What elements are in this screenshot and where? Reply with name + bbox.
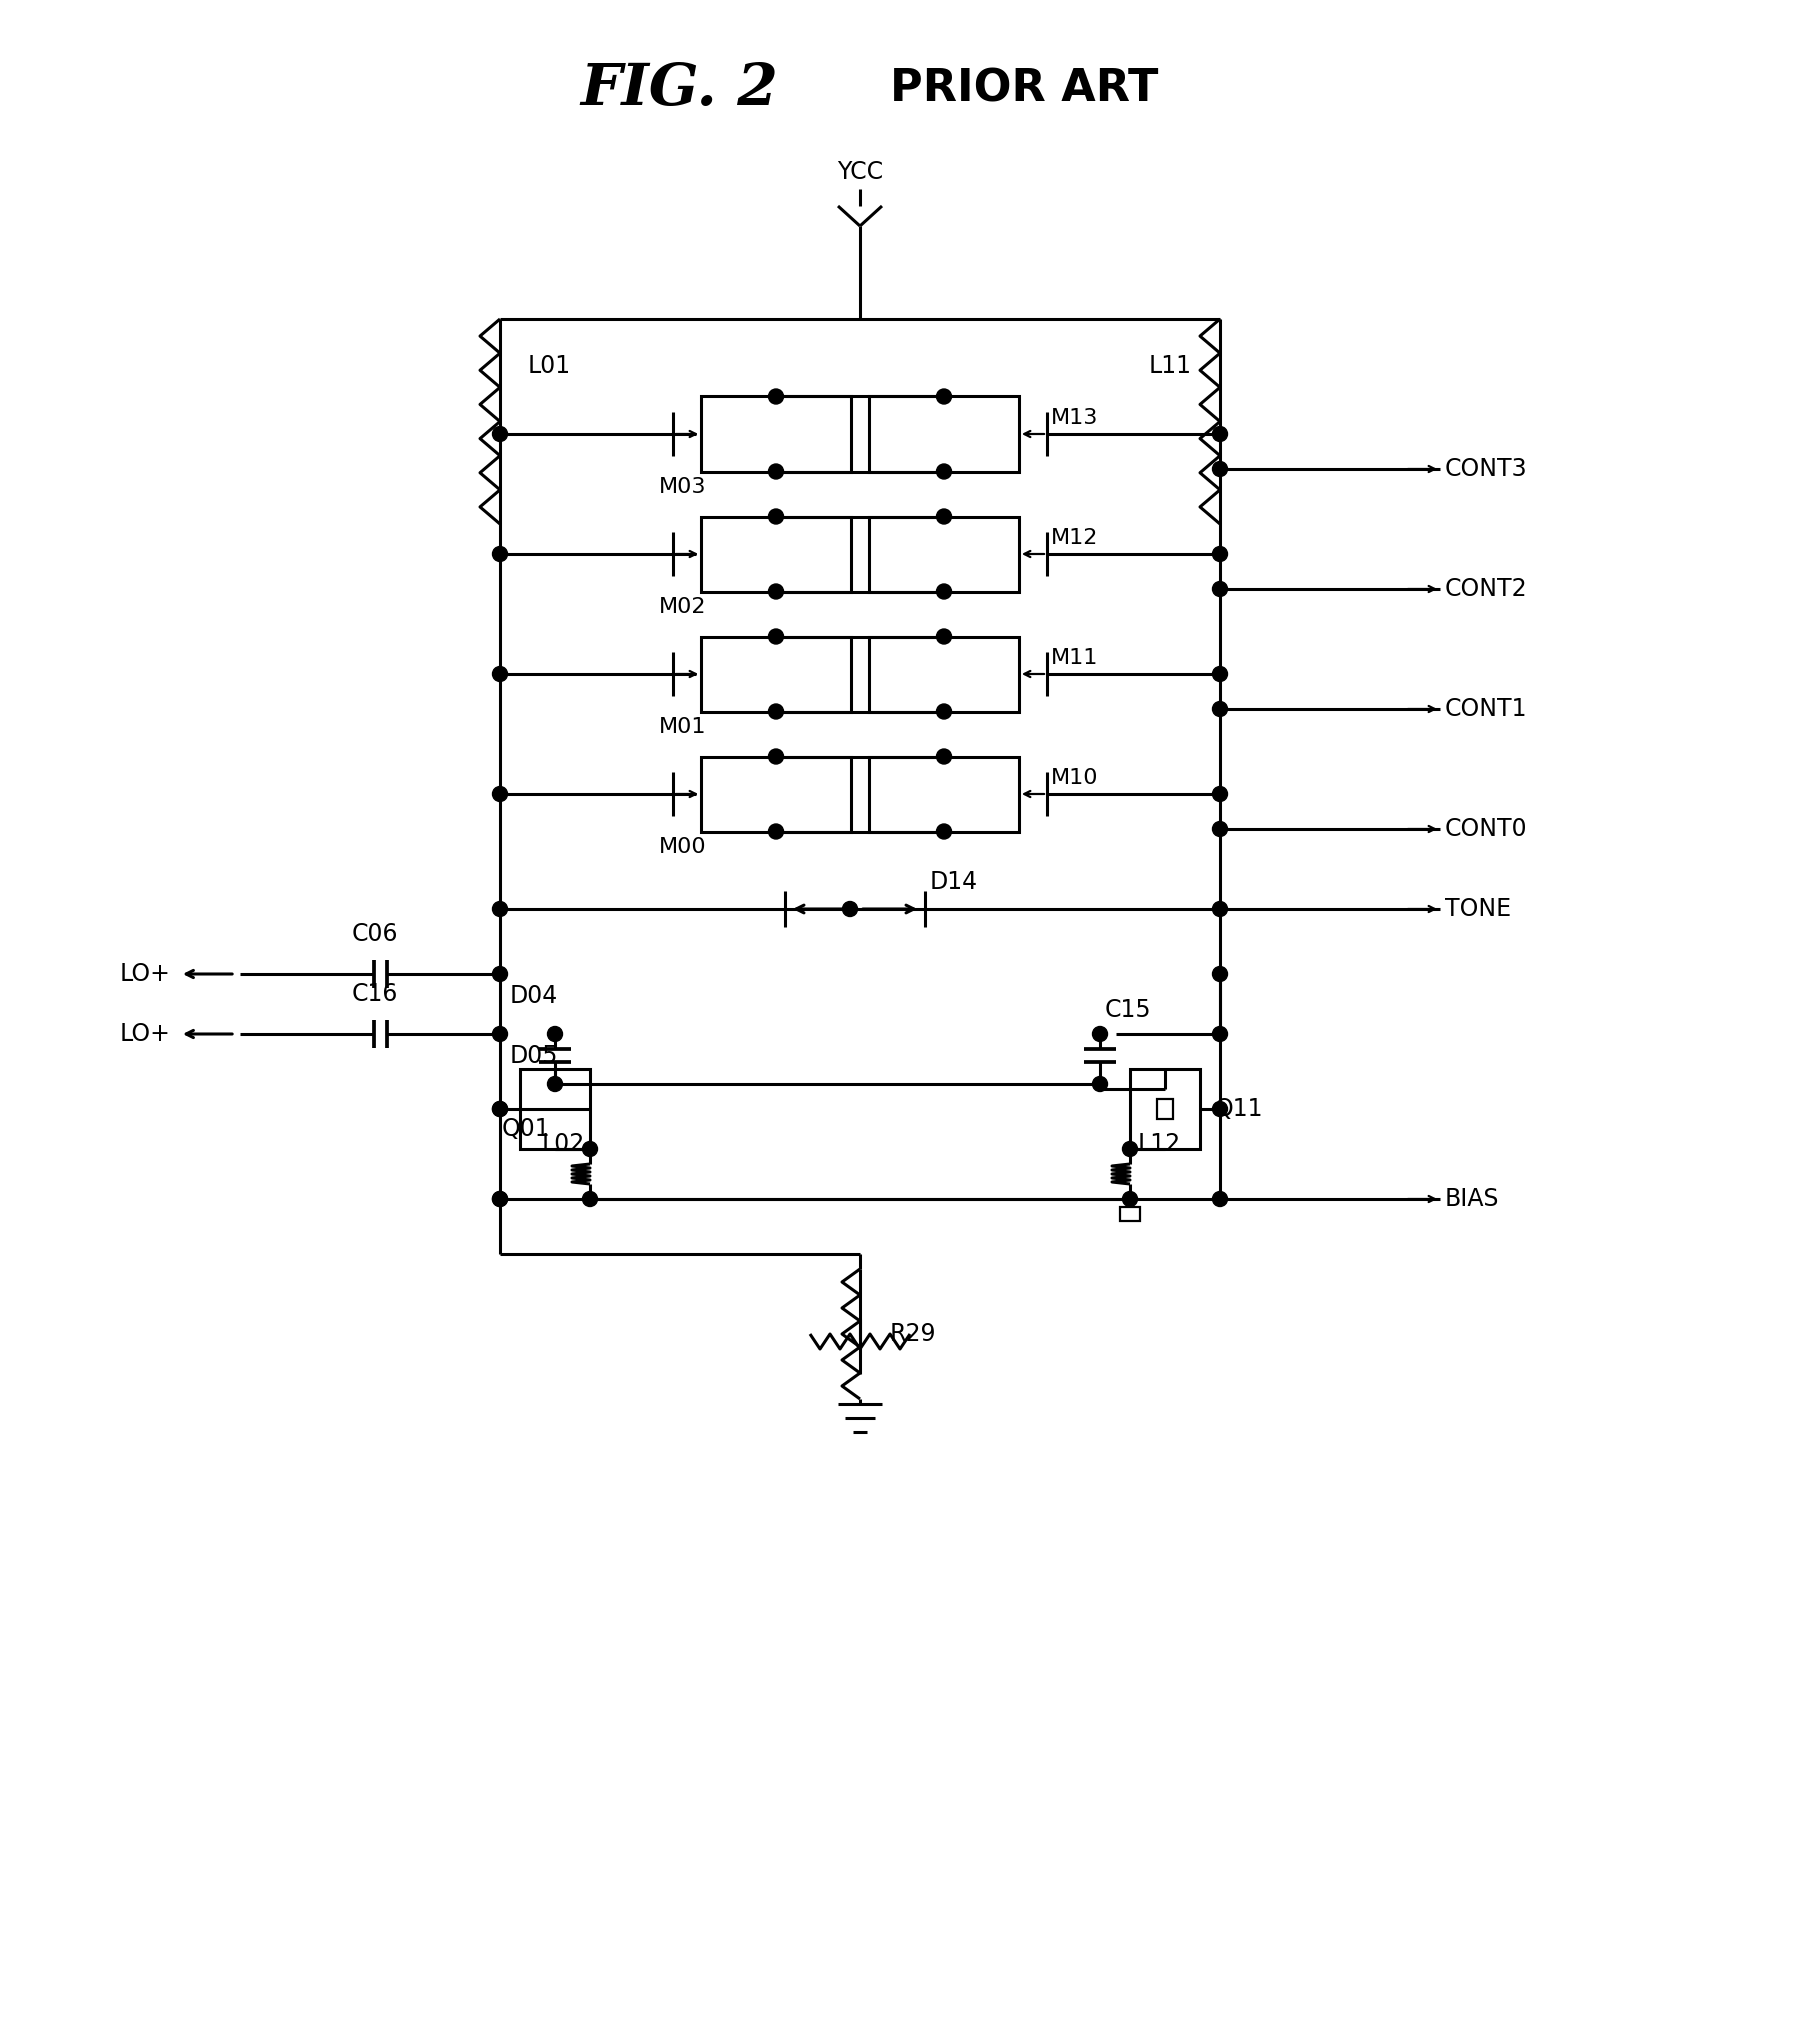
Circle shape [937, 824, 951, 840]
Text: LO+: LO+ [119, 1022, 169, 1046]
Circle shape [1212, 701, 1226, 717]
Circle shape [493, 1102, 507, 1117]
Circle shape [493, 1102, 507, 1117]
Circle shape [493, 1191, 507, 1207]
Circle shape [1212, 462, 1226, 476]
Circle shape [493, 967, 507, 981]
Circle shape [937, 390, 951, 404]
Circle shape [493, 1191, 507, 1207]
Circle shape [937, 630, 951, 644]
Text: CONT3: CONT3 [1444, 456, 1527, 481]
Circle shape [1091, 1026, 1108, 1042]
Text: L11: L11 [1149, 353, 1192, 378]
Circle shape [937, 583, 951, 600]
Circle shape [1212, 666, 1226, 682]
Circle shape [768, 583, 784, 600]
Text: M01: M01 [658, 717, 707, 737]
Text: C06: C06 [352, 923, 397, 947]
Circle shape [493, 666, 507, 682]
Circle shape [768, 390, 784, 404]
Text: Q11: Q11 [1214, 1096, 1262, 1121]
Text: M13: M13 [1050, 408, 1099, 428]
Circle shape [768, 509, 784, 525]
Bar [701, 636, 850, 711]
Bar [701, 757, 850, 832]
Circle shape [1212, 1191, 1226, 1207]
Bar [868, 396, 1018, 472]
Circle shape [1122, 1191, 1136, 1207]
Text: M02: M02 [658, 596, 707, 616]
Text: M00: M00 [658, 836, 707, 856]
Text: YCC: YCC [836, 160, 883, 184]
Text: M10: M10 [1050, 767, 1099, 787]
Circle shape [768, 749, 784, 763]
Text: C16: C16 [352, 981, 397, 1005]
Bar [1120, 1207, 1140, 1221]
Circle shape [1212, 1026, 1226, 1042]
Circle shape [1212, 967, 1226, 981]
Text: CONT1: CONT1 [1444, 697, 1527, 721]
Circle shape [937, 749, 951, 763]
Text: Q01: Q01 [502, 1117, 550, 1141]
Circle shape [1212, 426, 1226, 442]
Text: C15: C15 [1104, 997, 1151, 1022]
Text: BIAS: BIAS [1444, 1187, 1500, 1211]
Circle shape [1091, 1076, 1108, 1092]
Circle shape [1212, 787, 1226, 802]
Circle shape [583, 1191, 597, 1207]
Text: D04: D04 [509, 983, 557, 1007]
Bar [701, 517, 850, 592]
Text: D05: D05 [509, 1044, 557, 1068]
Circle shape [1212, 581, 1226, 596]
Circle shape [547, 1076, 563, 1092]
Text: M12: M12 [1050, 529, 1099, 547]
Text: L02: L02 [541, 1133, 584, 1157]
Circle shape [841, 902, 858, 917]
Circle shape [1122, 1141, 1136, 1157]
Bar [1129, 1068, 1199, 1149]
Text: TONE: TONE [1444, 896, 1510, 921]
Text: CONT2: CONT2 [1444, 577, 1527, 602]
Circle shape [937, 509, 951, 525]
Text: D14: D14 [930, 870, 978, 894]
Text: M03: M03 [658, 476, 707, 497]
Circle shape [1212, 1102, 1226, 1117]
Circle shape [768, 464, 784, 479]
Circle shape [768, 705, 784, 719]
Text: FIG. 2: FIG. 2 [579, 61, 777, 117]
Bar [1156, 1098, 1172, 1119]
Bar [520, 1068, 590, 1149]
Circle shape [493, 787, 507, 802]
Bar [868, 757, 1018, 832]
Circle shape [547, 1026, 563, 1042]
Bar [868, 636, 1018, 711]
Text: CONT0: CONT0 [1444, 818, 1527, 842]
Circle shape [493, 547, 507, 561]
Circle shape [937, 464, 951, 479]
Circle shape [1212, 902, 1226, 917]
Bar [868, 517, 1018, 592]
Circle shape [583, 1141, 597, 1157]
Circle shape [768, 630, 784, 644]
Circle shape [768, 824, 784, 840]
Text: M11: M11 [1050, 648, 1099, 668]
Text: L01: L01 [527, 353, 570, 378]
Text: LO+: LO+ [119, 961, 169, 985]
Circle shape [1212, 822, 1226, 836]
Text: L12: L12 [1138, 1133, 1181, 1157]
Circle shape [493, 902, 507, 917]
Circle shape [1212, 547, 1226, 561]
Circle shape [937, 705, 951, 719]
Circle shape [493, 426, 507, 442]
Bar [701, 396, 850, 472]
Circle shape [493, 1026, 507, 1042]
Text: PRIOR ART: PRIOR ART [890, 67, 1158, 111]
Text: R29: R29 [890, 1322, 937, 1347]
